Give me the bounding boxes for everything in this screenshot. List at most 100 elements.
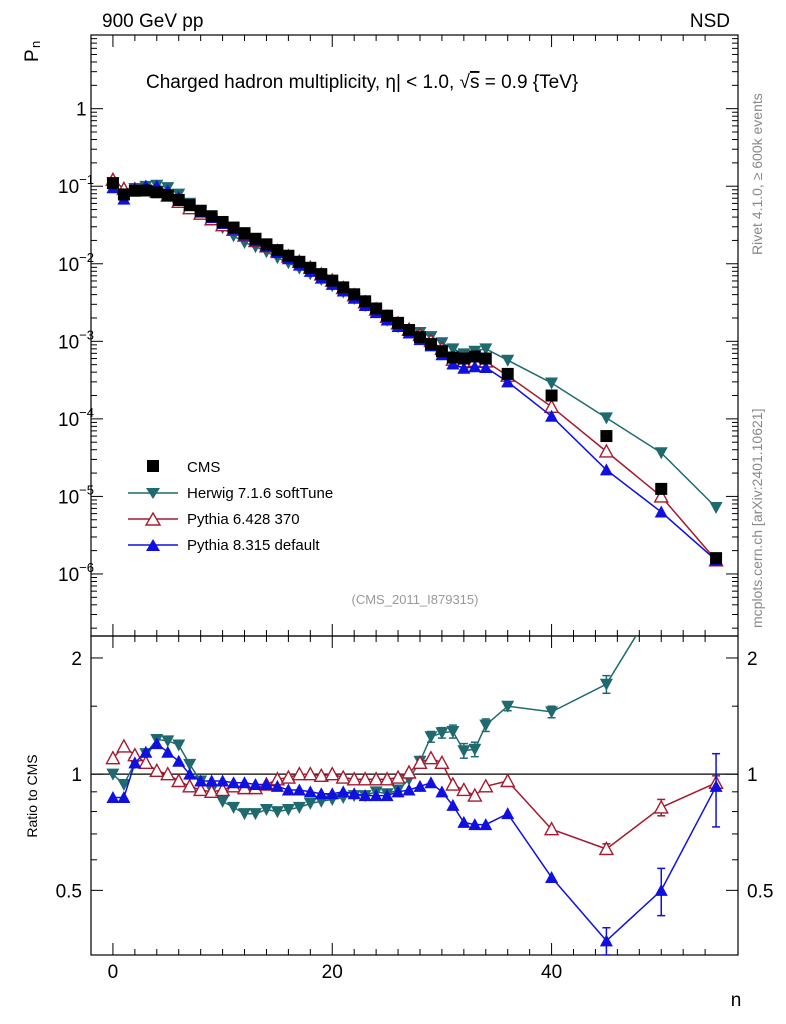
ratio-ytick-label-right: 0.5 — [747, 881, 773, 902]
ratio-point-pythia8 — [599, 934, 613, 947]
ratio-point-pythia6 — [423, 750, 439, 765]
main-point-pythia8 — [654, 505, 668, 518]
ratio-point-pythia6 — [313, 767, 329, 783]
title-mid: | < 1.0, — [396, 72, 460, 93]
ratio-point-herwig — [281, 803, 295, 816]
main-point-cms — [183, 199, 196, 212]
main-point-herwig — [599, 412, 613, 425]
ratio-point-herwig — [238, 808, 252, 821]
ratio-point-pythia6 — [401, 764, 417, 779]
main-point-cms — [304, 261, 317, 274]
ratio-point-pythia8 — [194, 774, 208, 787]
ratio-point-pythia6 — [160, 766, 176, 781]
legend-entry-pythia8: Pythia 8.315 default — [128, 537, 320, 554]
ratio-point-pythia8 — [369, 789, 383, 802]
ratio-ytick-label: 2 — [71, 649, 82, 670]
main-ytick-label: 10−3 — [58, 327, 94, 353]
main-point-cms — [139, 184, 152, 197]
ratio-point-pythia8 — [402, 783, 416, 796]
ratio-point-pythia6 — [346, 771, 362, 786]
ratio-point-pythia6 — [335, 769, 351, 784]
main-point-cms — [545, 389, 558, 402]
ratio-frame — [90, 635, 739, 956]
ratio-point-pythia8 — [446, 798, 460, 811]
ratio-point-pythia8 — [435, 785, 449, 798]
main-point-cms — [655, 482, 668, 495]
main-ytick-label: 10−2 — [58, 250, 94, 276]
main-point-cms — [337, 281, 350, 294]
plot-title: Charged hadron multiplicity, η| < 1.0, √… — [146, 72, 578, 93]
main-point-cms — [271, 244, 284, 257]
main-point-cms — [501, 367, 514, 380]
ratio-point-pythia8 — [501, 807, 515, 820]
ratio-point-pythia8 — [468, 818, 482, 831]
ratio-point-pythia8 — [457, 815, 471, 828]
title-s: s — [470, 72, 480, 93]
main-point-herwig — [501, 354, 515, 367]
main-point-cms — [600, 430, 613, 443]
ratio-point-herwig — [106, 768, 120, 781]
ratio-point-pythia6 — [116, 738, 132, 753]
x-tick-label: 40 — [541, 962, 562, 983]
title-suffix: = 0.9 {TeV} — [479, 72, 578, 93]
main-series-cms — [106, 177, 723, 565]
ratio-ytick-label-right: 1 — [747, 765, 758, 786]
ratio-point-pythia8 — [325, 787, 339, 800]
main-ytick-label: 10−5 — [58, 482, 94, 508]
ratio-point-pythia8 — [654, 883, 668, 896]
main-ylabel-text: P — [22, 49, 43, 62]
ratio-point-pythia6 — [203, 783, 220, 799]
ratio-point-herwig — [435, 727, 449, 740]
legend-marker-pythia8 — [146, 539, 160, 551]
header-right: NSD — [690, 11, 730, 32]
ratio-point-herwig — [599, 678, 613, 691]
main-ytick-exponent: −1 — [79, 172, 94, 187]
main-point-cms — [381, 309, 394, 322]
main-ylabel-sub: n — [28, 41, 43, 48]
ratio-point-pythia8 — [238, 776, 252, 789]
ratio-point-pythia8 — [117, 791, 131, 804]
ratio-point-pythia6 — [434, 754, 450, 770]
ratio-point-pythia8 — [358, 789, 372, 802]
ratio-point-pythia6 — [368, 771, 384, 786]
main-point-cms — [403, 323, 416, 336]
ratio-point-herwig — [655, 589, 668, 601]
main-point-cms — [468, 350, 481, 363]
ratio-line-herwig — [112, 636, 637, 815]
ratio-point-pythia6 — [456, 781, 472, 797]
ratio-point-pythia8 — [292, 783, 306, 796]
ratio-point-pythia8 — [172, 754, 186, 767]
ratio-point-pythia6 — [543, 821, 560, 836]
main-point-cms — [128, 184, 141, 197]
ratio-point-pythia6 — [138, 754, 154, 770]
main-ytick-exponent: −6 — [79, 560, 94, 575]
main-point-cms — [238, 227, 251, 240]
ratio-point-pythia8 — [183, 767, 197, 780]
main-point-cms — [424, 338, 437, 351]
legend-marker-herwig — [146, 488, 160, 499]
ratio-point-pythia6 — [182, 778, 198, 793]
ratio-point-pythia6 — [500, 773, 516, 788]
ratio-point-herwig — [479, 719, 493, 732]
main-point-pythia8 — [599, 463, 613, 476]
main-point-cms — [194, 204, 207, 217]
main-ytick-exponent: −3 — [79, 327, 94, 342]
ratio-point-pythia8 — [336, 785, 350, 798]
main-point-cms — [172, 194, 185, 207]
main-ytick-label: 10−6 — [58, 560, 94, 586]
ratio-point-pythia6 — [412, 754, 428, 770]
ratio-point-pythia8 — [281, 783, 295, 796]
ratio-line-pythia6 — [112, 745, 717, 850]
ratio-point-pythia8 — [347, 787, 361, 800]
legend-marker-cms — [147, 460, 159, 472]
main-series-pythia6 — [105, 171, 724, 567]
main-point-herwig — [446, 343, 460, 356]
ratio-point-pythia8 — [161, 745, 175, 758]
main-series-pythia8 — [106, 179, 723, 566]
main-point-cms — [370, 302, 383, 315]
main-point-cms — [260, 238, 273, 251]
ratio-point-herwig — [446, 725, 460, 738]
main-point-cms — [315, 268, 328, 281]
ratio-point-pythia8 — [545, 870, 559, 883]
